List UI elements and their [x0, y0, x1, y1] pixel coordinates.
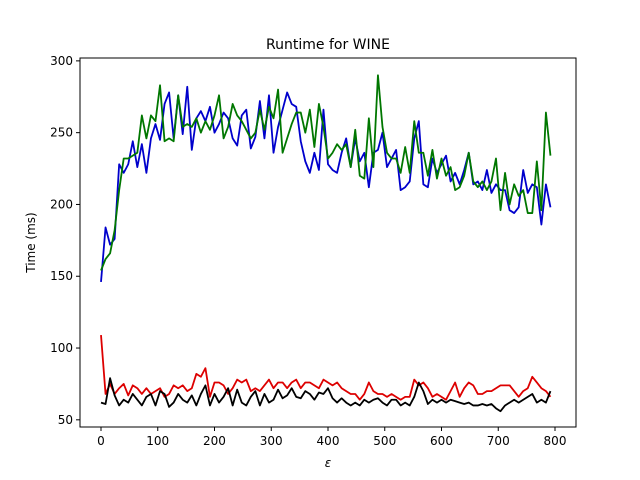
y-tick-label: 300 — [50, 54, 73, 68]
x-tick-label: 300 — [260, 434, 283, 448]
series-line-2 — [100, 74, 552, 271]
x-axis: 0 100 200 300 400 500 600 700 800 — [97, 427, 566, 448]
x-axis-label: ε — [325, 456, 332, 470]
x-tick-label: 700 — [487, 434, 510, 448]
x-tick-label: 500 — [373, 434, 396, 448]
series-layer — [100, 74, 552, 413]
axes-frame — [79, 57, 577, 428]
y-tick-label: 100 — [50, 341, 73, 355]
x-tick-label: 400 — [317, 434, 340, 448]
series-line-3 — [100, 335, 552, 401]
chart-title: Runtime for WINE — [266, 37, 390, 53]
y-tick-label: 50 — [58, 413, 73, 427]
y-tick-label: 200 — [50, 197, 73, 211]
series-line-4 — [100, 377, 552, 413]
x-tick-label: 800 — [544, 434, 567, 448]
x-tick-label: 100 — [146, 434, 169, 448]
x-tick-label: 600 — [430, 434, 453, 448]
x-tick-label: 0 — [97, 434, 105, 448]
y-tick-label: 150 — [50, 269, 73, 283]
y-tick-label: 250 — [50, 126, 73, 140]
y-axis: 50 100 150 200 250 300 — [50, 54, 80, 427]
x-tick-label: 200 — [203, 434, 226, 448]
y-axis-label: Time (ms) — [24, 212, 38, 274]
